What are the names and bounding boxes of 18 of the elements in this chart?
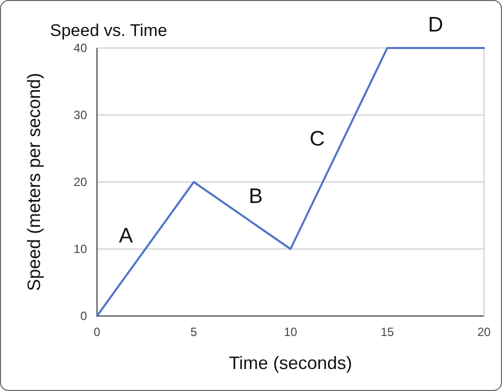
y-tick-label: 30 (74, 108, 88, 122)
x-tick-label: 0 (94, 325, 101, 339)
line-series (96, 47, 485, 317)
chart-title: Speed vs. Time (50, 21, 168, 40)
text: D (428, 13, 444, 36)
annotation: A (118, 224, 133, 248)
y-tick-label: 20 (74, 175, 88, 190)
x-axis-title: Time (seconds) (228, 353, 352, 373)
x-tick-label: 10 (284, 325, 298, 339)
y-tick-label: 10 (74, 242, 88, 256)
x-tick-label: 5 (190, 325, 198, 339)
annotation: B (248, 185, 263, 208)
y-axis-title: Speed (meters per second) (24, 72, 44, 292)
y-tick-label: 0 (80, 309, 88, 324)
x-tick-label: 15 (380, 325, 394, 339)
x-tick-label: 20 (477, 325, 491, 339)
annotation: C (310, 127, 325, 150)
y-tick-label: 40 (74, 41, 88, 56)
